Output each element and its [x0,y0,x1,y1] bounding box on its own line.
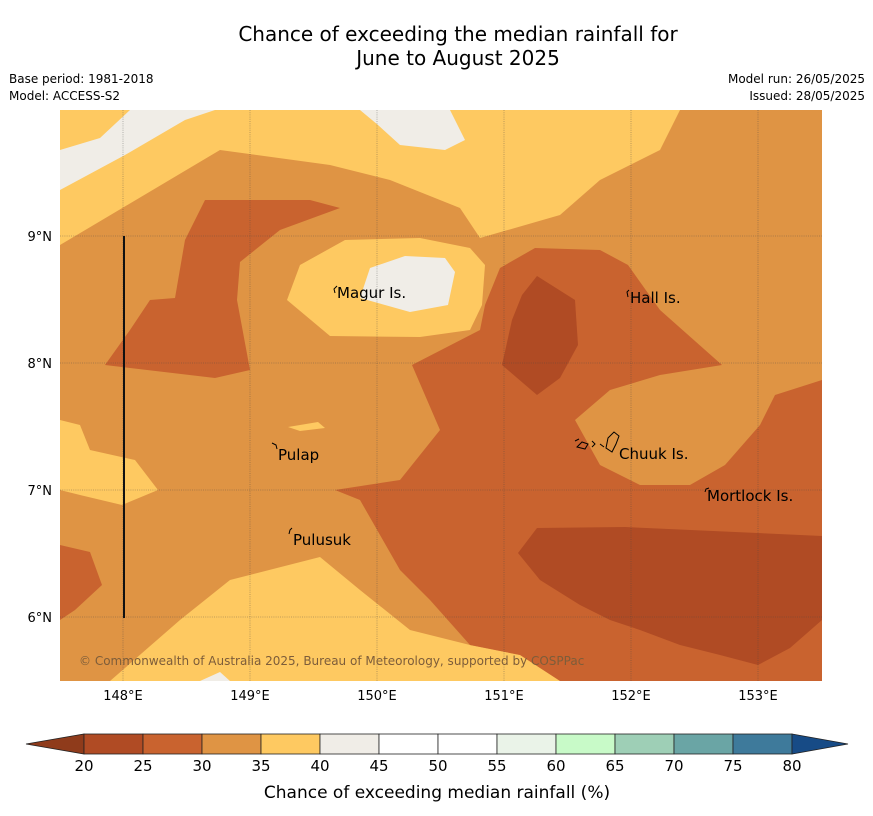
colorbar-label-45: 45 [369,757,388,775]
contour-40-45-north [360,110,465,150]
contour-20-25-southeast [518,527,822,665]
colorbar-bin-35-40 [260,733,321,755]
contour-40-45-magur [360,256,455,312]
colorbar-label-75: 75 [723,757,742,775]
colorbar-label-40: 40 [310,757,329,775]
lon-tick-153: 153°E [738,689,778,704]
issued-date: Issued: 28/05/2025 [749,89,865,103]
base-period: Base period: 1981-2018 [9,72,154,86]
contour-40-45-southwest [200,672,230,681]
place-label-pulusuk: Pulusuk [293,531,351,549]
meta-left: Base period: 1981-2018 Model: ACCESS-S2 [9,71,154,105]
colorbar-labels: 20 25 30 35 40 45 50 55 60 65 70 75 80 [74,757,801,775]
colorbar-label-60: 60 [546,757,565,775]
pulusuk-island-outline [288,527,293,535]
colorbar-label-80: 80 [782,757,801,775]
lon-tick-149: 149°E [230,689,270,704]
colorbar-bin-45-50 [378,733,439,755]
colorbar-label-30: 30 [192,757,211,775]
place-label-mortlock: Mortlock Is. [707,487,793,505]
colorbar-bin-25-30 [142,733,203,755]
lon-tick-150: 150°E [357,689,397,704]
contour-40-45-northwest [60,110,215,190]
grid-lines [60,110,822,681]
title-line-2: June to August 2025 [356,46,560,70]
contour-25-30-northwest [105,200,340,378]
chuuk-lagoon-outline [574,431,620,453]
colorbar-label-20: 20 [74,757,93,775]
colorbar-label-55: 55 [487,757,506,775]
contour-35-40-south [110,557,580,681]
contour-35-40-west [60,420,158,505]
colorbar-bin-70-75 [673,733,734,755]
mortlock-island-outline [704,487,710,493]
place-label-hall: Hall Is. [630,289,681,307]
hall-island-outline [626,289,630,298]
island-outlines [271,285,710,535]
model-name: Model: ACCESS-S2 [9,89,121,103]
colorbar-bin-55-60 [496,733,557,755]
colorbar-bin-50-55 [437,733,498,755]
place-label-pulap: Pulap [278,446,319,464]
colorbar-low-extend [25,733,85,755]
chart-title: Chance of exceeding the median rainfall … [0,22,873,70]
model-run: Model run: 26/05/2025 [727,72,865,86]
contour-35-40-north [60,110,680,245]
contour-25-30-far-southwest [60,545,102,620]
lat-tick-9: 9°N [28,230,53,245]
pulap-island-outline [271,442,278,450]
colorbar-label-35: 35 [251,757,270,775]
place-label-magur: Magur Is. [337,284,406,302]
colorbar: 20 25 30 35 40 45 50 55 60 65 70 75 80 C… [25,733,849,803]
meta-right: Model run: 26/05/2025 Issued: 28/05/2025 [728,71,865,105]
colorbar-bin-40-45 [319,733,380,755]
contour-35-40-pulap-patch [288,422,325,431]
colorbar-bin-60-65 [555,733,616,755]
lat-tick-labels: 9°N 8°N 7°N 6°N [28,230,53,626]
lon-tick-148: 148°E [103,689,143,704]
colorbar-bins [83,733,793,755]
magur-island-outline [333,285,338,294]
colorbar-label-50: 50 [428,757,447,775]
copyright-notice: © Commonwealth of Australia 2025, Bureau… [79,654,584,668]
lon-tick-152: 152°E [611,689,651,704]
title-line-1: Chance of exceeding the median rainfall … [238,22,678,46]
contour-20-25-east [502,276,578,395]
lon-tick-labels: 148°E 149°E 150°E 151°E 152°E 153°E [103,689,778,704]
colorbar-label-70: 70 [664,757,683,775]
colorbar-label-25: 25 [133,757,152,775]
colorbar-label-65: 65 [605,757,624,775]
lat-tick-6: 6°N [28,611,53,626]
colorbar-bin-30-35 [201,733,262,755]
colorbar-bin-75-80 [732,733,793,755]
colorbar-bin-65-70 [614,733,675,755]
lat-tick-8: 8°N [28,357,53,372]
map-area: Magur Is. Hall Is. Pulap Chuuk Is. Mortl… [60,110,822,681]
lon-tick-151: 151°E [484,689,524,704]
place-label-chuuk: Chuuk Is. [619,445,688,463]
lat-tick-7: 7°N [28,484,53,499]
colorbar-title: Chance of exceeding median rainfall (%) [264,783,610,803]
colorbar-bin-20-25 [83,733,144,755]
colorbar-high-extend [791,733,849,755]
